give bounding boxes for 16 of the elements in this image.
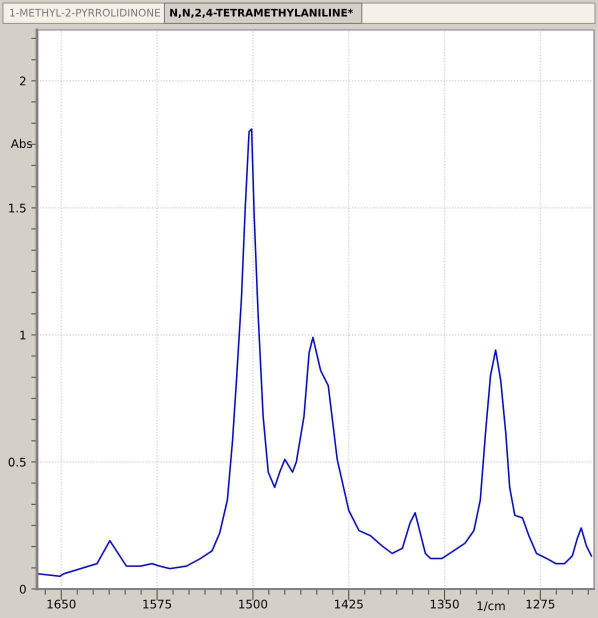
x-axis-title: 1/cm [478,602,505,612]
y-tick-label: 2 [20,76,26,86]
x-tick-label: 1350 [430,600,459,609]
x-tick-label: 1500 [239,600,268,609]
y-tick-label: 1 [20,330,26,340]
text: 1-METHYL-2-PYRROLIDINONE [10,8,160,17]
y-tick-label: 1.5 [9,204,26,213]
x-tick-label: 1425 [334,600,363,609]
x-tick-label: 1275 [526,600,554,609]
x-tick-label: 1575 [143,600,172,609]
y-tick-label: 0 [20,584,26,594]
y-tick-label: 0.5 [8,458,26,467]
y-axis-title: Abs [10,138,32,148]
x-tick-label: 1650 [48,600,76,609]
chart-title: N,N,2,4-TETRAMETHYLANILINE* [170,8,353,18]
line-series [37,128,592,578]
